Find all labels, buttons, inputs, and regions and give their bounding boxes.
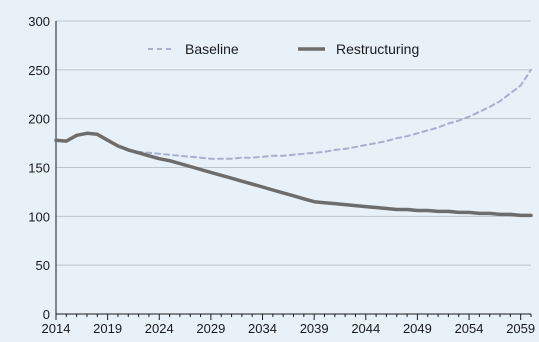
x-tick-label: 2019 — [93, 321, 122, 336]
x-tick-label: 2059 — [506, 321, 535, 336]
gridlines — [56, 20, 531, 266]
y-tick-label: 50 — [36, 258, 50, 273]
series-layer — [54, 68, 533, 218]
x-tick-label: 2049 — [403, 321, 432, 336]
x-tick-label: 2044 — [351, 321, 380, 336]
y-tick-label: 250 — [28, 63, 50, 78]
x-tick-label: 2029 — [196, 321, 225, 336]
y-tick-label: 300 — [28, 14, 50, 29]
x-tick-label: 2034 — [248, 321, 277, 336]
y-tick-label: 0 — [43, 307, 50, 322]
legend: Baseline Restructuring — [148, 41, 419, 57]
x-tick-label: 2054 — [455, 321, 484, 336]
x-tick-label: 2024 — [145, 321, 174, 336]
series-line-baseline — [127, 68, 532, 160]
legend-label-restructuring: Restructuring — [336, 41, 419, 57]
y-tick-label: 150 — [28, 161, 50, 176]
x-tick-label: 2039 — [300, 321, 329, 336]
y-tick-label: 100 — [28, 209, 50, 224]
x-tick-label: 2014 — [42, 321, 71, 336]
y-tick-label: 200 — [28, 112, 50, 127]
legend-label-baseline: Baseline — [185, 41, 239, 57]
series-line-restructuring — [54, 131, 533, 218]
axes: 0 50 100 150 200 250 300 2014 2019 2024 2029 2034 20… — [28, 14, 535, 336]
